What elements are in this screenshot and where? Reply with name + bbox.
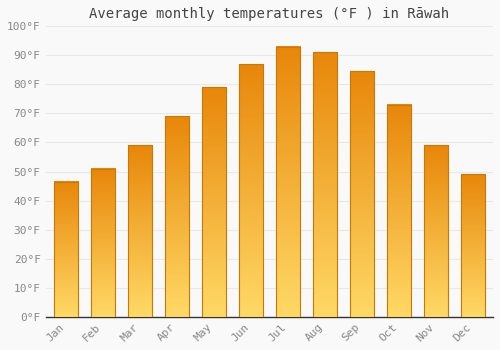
Bar <box>54 182 78 317</box>
Bar <box>91 169 115 317</box>
Bar <box>424 145 448 317</box>
Bar <box>460 174 484 317</box>
Bar <box>313 52 337 317</box>
Bar <box>350 71 374 317</box>
Title: Average monthly temperatures (°F ) in Rāwah: Average monthly temperatures (°F ) in Rā… <box>89 7 450 21</box>
Bar <box>202 87 226 317</box>
Bar <box>386 105 411 317</box>
Bar <box>276 47 300 317</box>
Bar <box>128 145 152 317</box>
Bar <box>165 116 189 317</box>
Bar <box>239 64 263 317</box>
